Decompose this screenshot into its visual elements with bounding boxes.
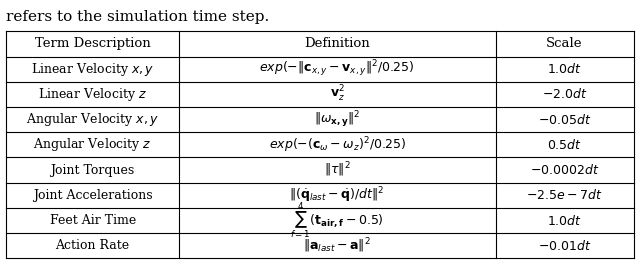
Text: Joint Accelerations: Joint Accelerations [33,189,152,202]
Text: $-0.01dt$: $-0.01dt$ [538,239,591,253]
Text: $1.0dt$: $1.0dt$ [547,62,582,76]
Text: $exp(-\|\mathbf{c}_{x,y} - \mathbf{v}_{x,y}\|^2/0.25)$: $exp(-\|\mathbf{c}_{x,y} - \mathbf{v}_{x… [259,59,415,79]
Text: Linear Velocity $x, y$: Linear Velocity $x, y$ [31,61,154,78]
Text: $exp(-(\mathbf{c}_{\omega} - \omega_z)^2/0.25)$: $exp(-(\mathbf{c}_{\omega} - \omega_z)^2… [269,135,406,155]
Text: $-2.0dt$: $-2.0dt$ [542,87,588,101]
Text: $-2.5e-7dt$: $-2.5e-7dt$ [526,188,603,202]
Text: refers to the simulation time step.: refers to the simulation time step. [6,10,269,25]
Text: Term Description: Term Description [35,37,150,50]
Text: Angular Velocity $z$: Angular Velocity $z$ [33,136,152,153]
Text: $\mathbf{v}_z^2$: $\mathbf{v}_z^2$ [330,84,345,104]
Text: $\|\mathbf{a}_{last} - \mathbf{a}\|^2$: $\|\mathbf{a}_{last} - \mathbf{a}\|^2$ [303,236,371,255]
Text: Linear Velocity $z$: Linear Velocity $z$ [38,86,147,103]
Text: $1.0dt$: $1.0dt$ [547,213,582,228]
Text: $-0.0002dt$: $-0.0002dt$ [530,163,599,177]
Text: $\|\omega_{\mathbf{x,y}}\|^2$: $\|\omega_{\mathbf{x,y}}\|^2$ [314,109,360,130]
Text: Definition: Definition [305,37,370,50]
Text: $\|(\dot{\mathbf{q}}_{last} - \dot{\mathbf{q}})/dt\|^2$: $\|(\dot{\mathbf{q}}_{last} - \dot{\math… [289,186,385,205]
Text: $-0.05dt$: $-0.05dt$ [538,113,591,127]
Text: Angular Velocity $x, y$: Angular Velocity $x, y$ [26,111,159,128]
Text: $\sum_{f=1}^{4}(\mathbf{t}_{\mathbf{air,f}} - 0.5)$: $\sum_{f=1}^{4}(\mathbf{t}_{\mathbf{air,… [291,200,384,241]
Text: Action Rate: Action Rate [56,239,130,252]
Text: $0.5dt$: $0.5dt$ [547,138,582,152]
Text: $\|\tau\|^2$: $\|\tau\|^2$ [324,161,351,179]
Text: Scale: Scale [547,37,583,50]
Text: Feet Air Time: Feet Air Time [49,214,136,227]
Text: Joint Torques: Joint Torques [51,164,135,177]
